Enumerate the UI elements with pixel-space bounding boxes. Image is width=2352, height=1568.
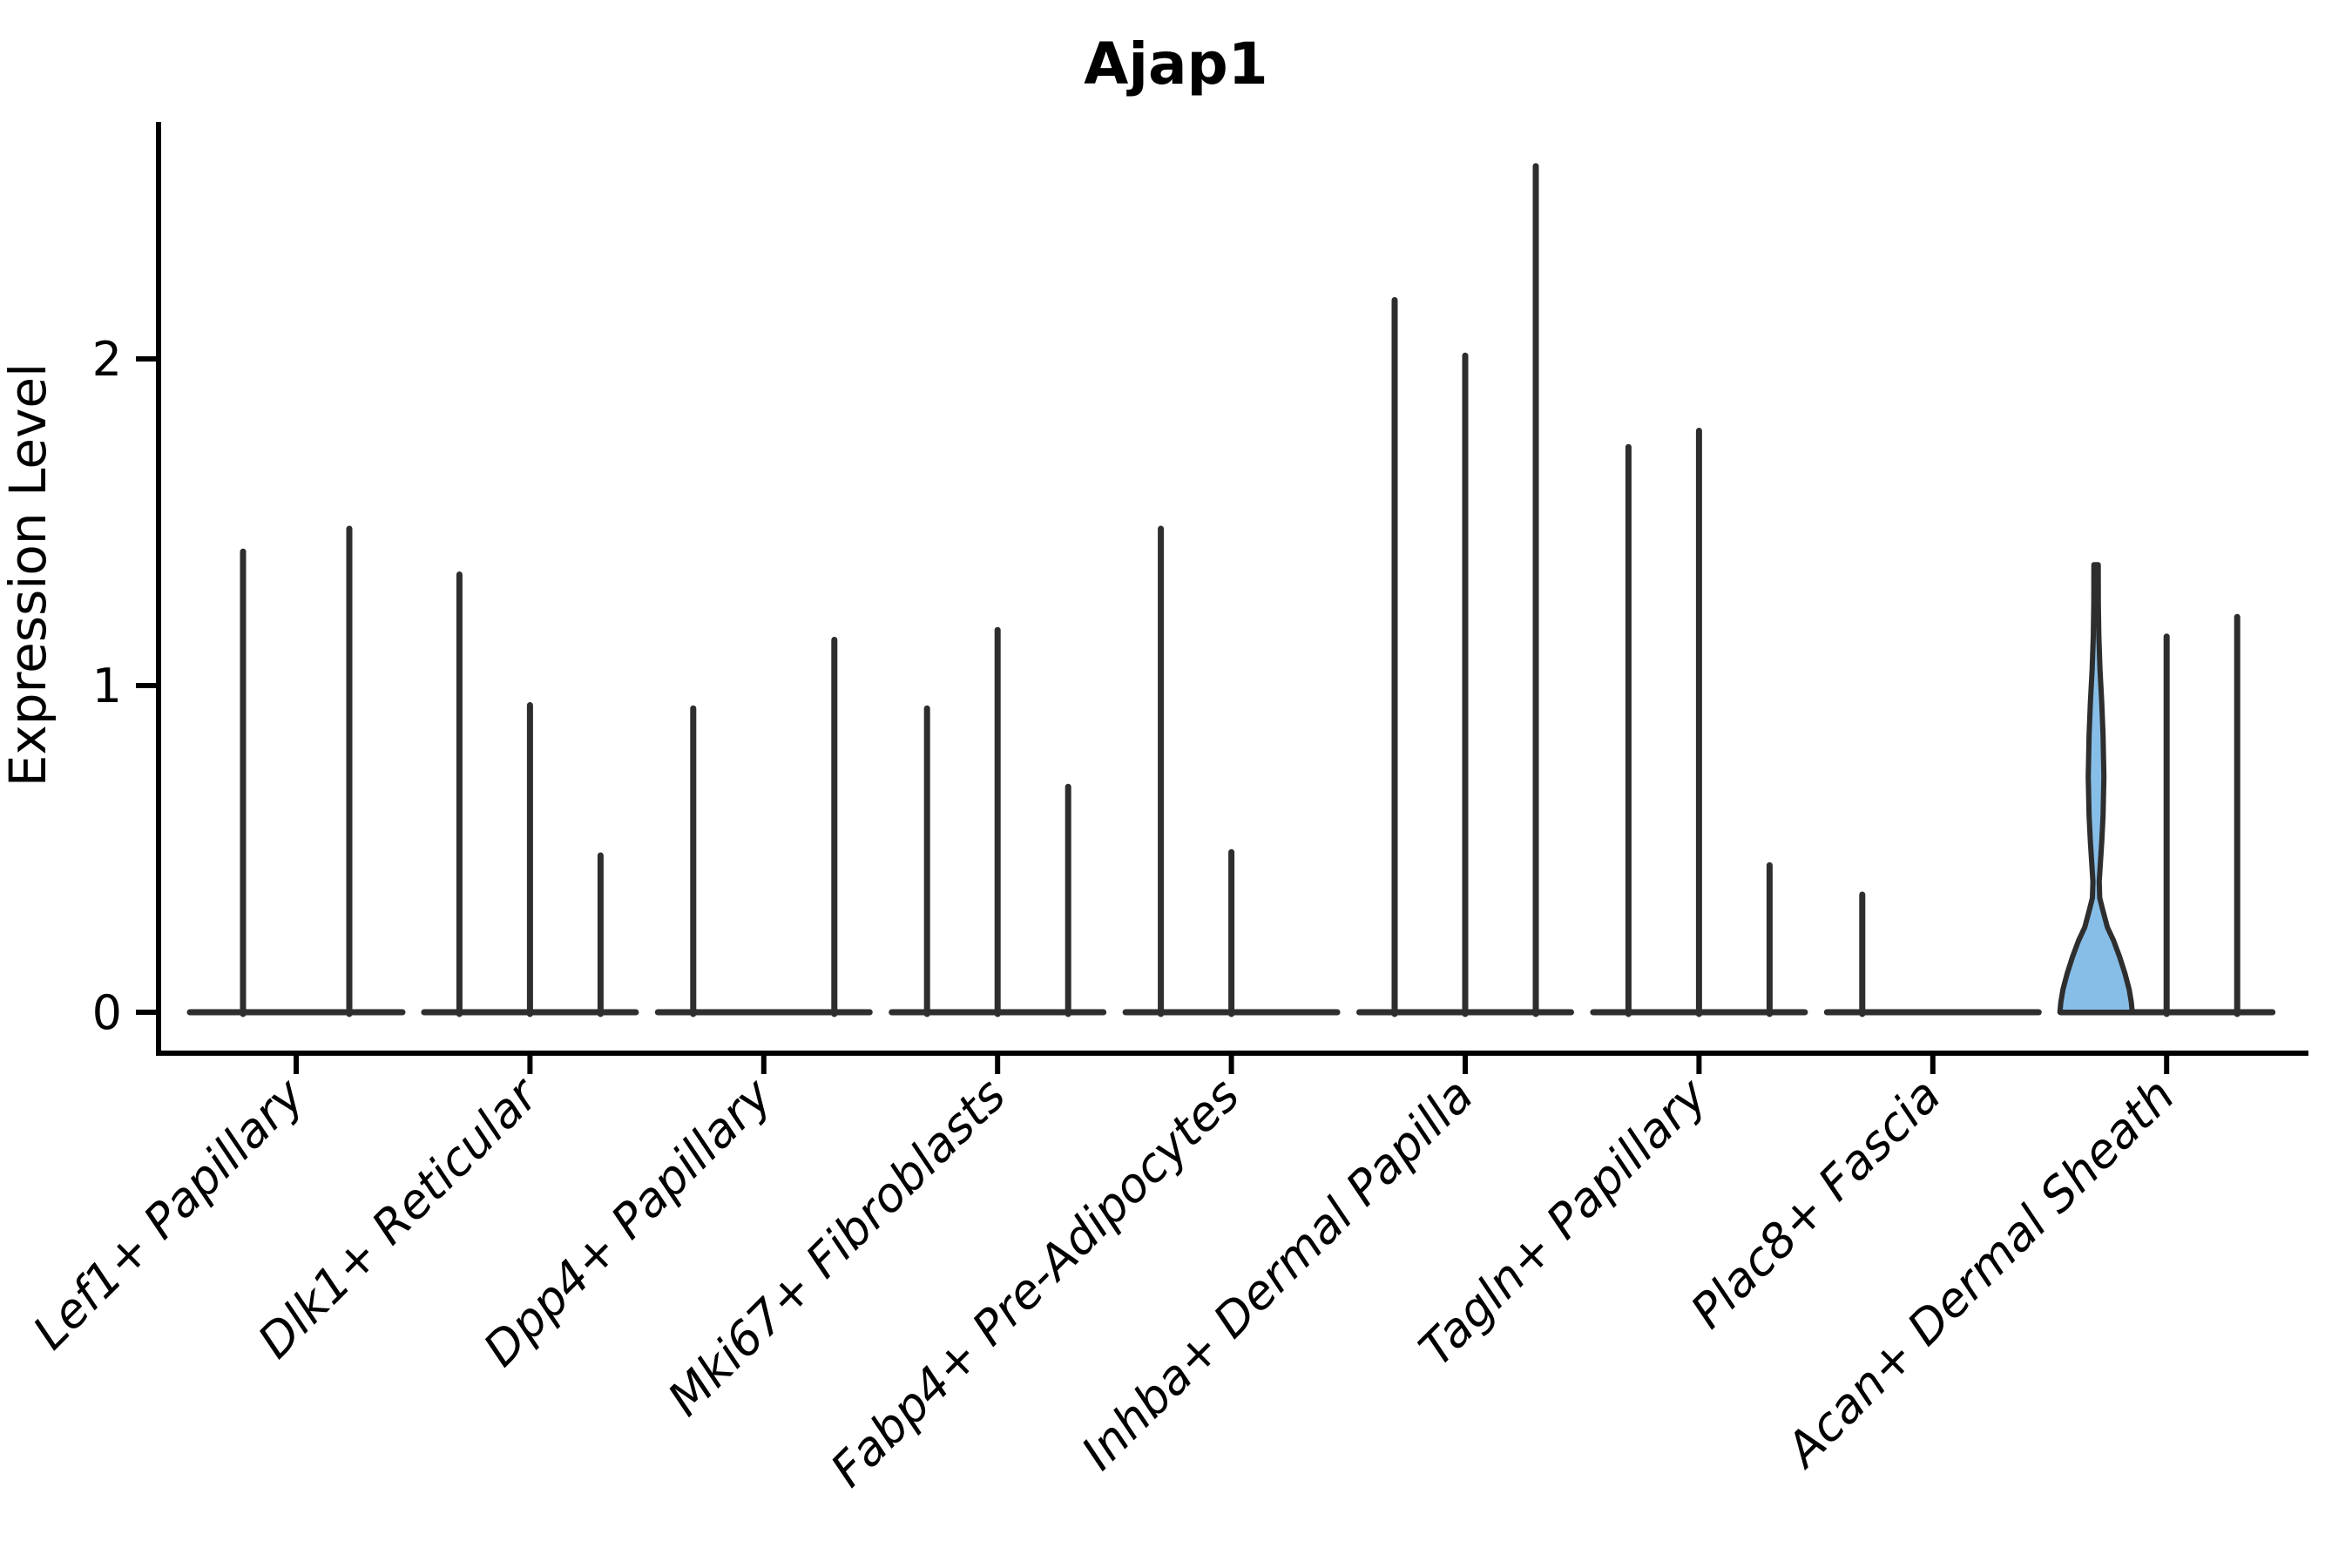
violin-filled <box>2057 562 2135 1015</box>
x-tick-label: Inhba+ Dermal Papilla <box>1071 1068 1484 1481</box>
y-tick-label: 2 <box>92 332 122 387</box>
y-tick-label: 0 <box>92 985 122 1040</box>
x-tick-label: Acan+ Dermal Sheath <box>1774 1068 2185 1479</box>
x-tick-label: Plac8+ Fascia <box>1680 1068 1951 1339</box>
y-tick-label: 1 <box>92 659 122 713</box>
x-tick-label: Fabp4+ Pre-Adipocytes <box>820 1068 1249 1497</box>
chart-title: Ajap1 <box>1084 30 1267 98</box>
y-axis-label: Expression Level <box>0 363 57 787</box>
